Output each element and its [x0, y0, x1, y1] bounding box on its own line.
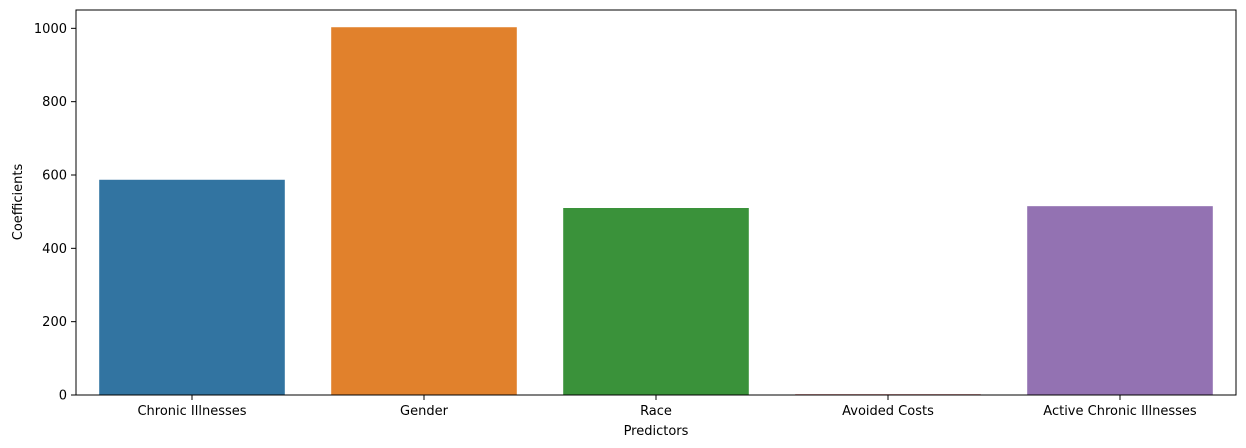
y-tick-label: 200: [42, 315, 67, 330]
y-tick-label: 400: [42, 242, 67, 257]
x-tick-label: Race: [640, 404, 672, 419]
x-tick-label: Active Chronic Illnesses: [1043, 404, 1197, 419]
x-tick-label: Avoided Costs: [842, 404, 934, 419]
y-tick-label: 1000: [34, 22, 67, 37]
x-tick-label: Gender: [400, 404, 449, 419]
x-axis-title: Predictors: [624, 424, 689, 439]
plot-frame: [75, 9, 1237, 396]
bar-gender: [331, 27, 517, 395]
bar-chronic-illnesses: [99, 179, 285, 395]
x-tick-label: Chronic Illnesses: [137, 404, 246, 419]
bar-active-chronic-illnesses: [1027, 206, 1213, 395]
y-tick-label: 0: [59, 389, 67, 404]
y-tick-label: 600: [42, 169, 67, 184]
y-axis-title: Coefficients: [11, 164, 26, 241]
bar-race: [563, 208, 749, 395]
y-ticks-group: 0 200 400 600 800 1000: [34, 22, 76, 404]
x-ticks-group: Chronic Illnesses Gender Race Avoided Costs…: [137, 395, 1197, 419]
bars-group: [99, 27, 1213, 395]
y-tick-label: 800: [42, 95, 67, 110]
